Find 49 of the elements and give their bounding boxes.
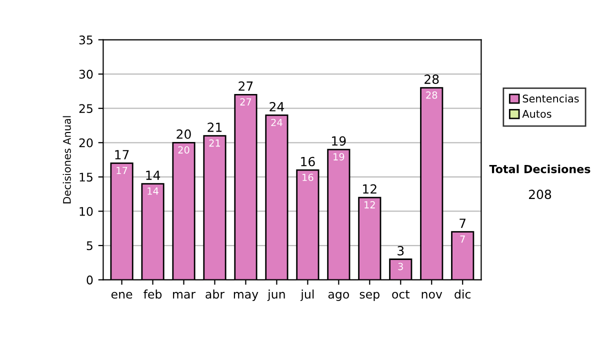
y-tick-label: 0 [86,276,93,284]
x-tick-label: mar [173,292,196,299]
y-tick-label: 25 [79,104,92,114]
data-label: 17 [116,166,128,174]
text: 208 [528,190,552,200]
text: Total Decisiones [489,164,590,174]
data-label: 27 [240,98,252,106]
data-label: 14 [148,188,158,195]
data-label: 20 [178,146,190,154]
total-label: 7 [460,218,466,228]
x-tick-label: ago [328,292,350,301]
data-label: 7 [460,236,465,243]
x-tick-label: abr [206,290,225,299]
total-label: 12 [363,184,376,194]
x-tick-label: dic [454,290,471,299]
y-tick-label: 5 [86,241,92,250]
x-tick-label: jun [267,290,285,301]
y-tick-label: 20 [79,138,93,148]
y-tick-label: 10 [80,206,93,216]
total-label: 17 [115,150,129,160]
total-label: 21 [208,122,222,132]
x-tick-label: feb [144,290,162,299]
x-tick-label: jul [300,290,314,301]
data-label: 3 [398,262,403,270]
y-tick-label: 15 [80,172,92,182]
total-label: 27 [238,81,253,91]
y-tick-label: 35 [79,36,92,44]
total-label: 28 [424,74,439,84]
x-tick-label: ene [111,292,132,299]
total-label: 19 [332,136,346,146]
y-axis-title: Decisiones Anual [62,116,71,204]
data-label: 21 [209,139,220,147]
data-label: 19 [334,153,344,160]
x-tick-label: sep [360,292,380,301]
legend-label: Sentencias [522,94,579,103]
total-label: 3 [398,246,404,256]
total-label: 20 [176,129,191,139]
total-label: 16 [301,156,315,166]
total-label: 24 [270,102,284,112]
data-label: 28 [426,91,438,99]
total-label: 14 [146,170,160,180]
data-label: 16 [302,174,314,182]
data-label: 24 [271,118,282,126]
x-tick-label: nov [422,292,442,299]
x-tick-label: may [234,292,258,301]
legend-label: Autos [522,110,552,118]
data-label: 12 [364,201,375,208]
x-tick-label: oct [392,290,410,299]
y-tick-label: 30 [79,70,93,79]
